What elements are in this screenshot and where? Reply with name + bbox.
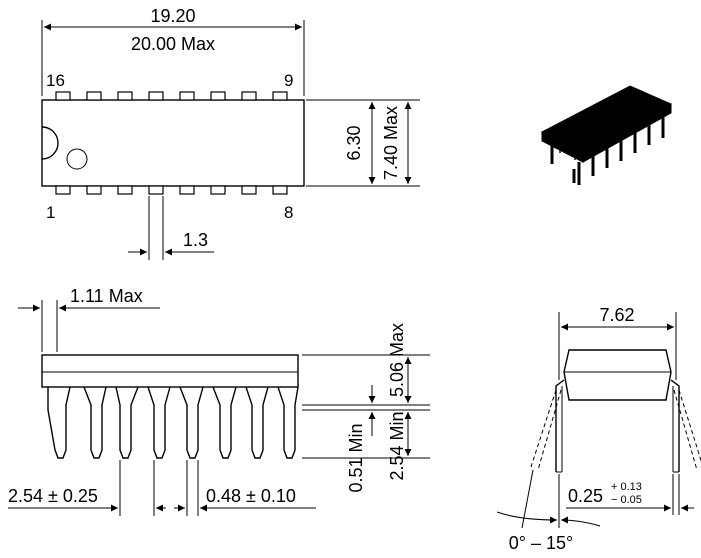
pin-8-label: 8 — [284, 203, 293, 222]
length-max-label: 20.00 Max — [131, 34, 215, 54]
standoff-min-label: 0.51 Min — [346, 423, 366, 492]
lead-width-label: 0.48 ± 0.10 — [206, 486, 296, 506]
end-view: 7.62 0.25 + 0.13 − 0.05 0° – 15° — [496, 305, 701, 553]
lead-length-min-label: 2.54 Min — [387, 411, 407, 480]
width-max-label: 7.40 Max — [381, 106, 401, 180]
package-front-leads — [550, 116, 665, 185]
pin1-marker-circle — [66, 148, 88, 170]
length-label: 19.20 — [150, 6, 195, 26]
pin-16-label: 16 — [46, 71, 65, 90]
pin1-notch — [41, 126, 59, 160]
end-view-body — [563, 349, 672, 401]
side-view-body — [41, 354, 299, 388]
side-view: 1.11 Max 5.06 Max 0.51 Min 2.54 Min 2.54… — [8, 286, 430, 516]
pin-width-label: 1.3 — [183, 230, 208, 250]
side-view-leads — [47, 386, 299, 459]
height-max-label: 5.06 Max — [387, 323, 407, 397]
lead-thickness-label: 0.25 — [568, 486, 603, 506]
top-row-pins — [55, 91, 288, 101]
pin-9-label: 9 — [284, 71, 293, 90]
lead-angle-label: 0° – 15° — [509, 533, 573, 553]
end-view-left-lead — [555, 379, 565, 472]
lead-thickness-tol-minus: − 0.05 — [611, 494, 642, 506]
bottom-row-pins — [55, 185, 288, 195]
pitch-label: 2.54 ± 0.25 — [8, 486, 98, 506]
end-offset-label: 1.11 Max — [70, 286, 143, 306]
pin-1-label: 1 — [46, 203, 55, 222]
width-label: 6.30 — [344, 125, 364, 160]
end-view-right-lead — [670, 379, 680, 472]
top-view-body — [41, 99, 305, 187]
row-spacing-label: 7.62 — [599, 305, 634, 325]
top-view: 16 9 1 8 19.20 20.00 Max 6.30 7.40 Max 1… — [41, 6, 420, 260]
lead-thickness-tol-plus: + 0.13 — [611, 481, 642, 493]
package-3d-illustration — [540, 85, 673, 185]
